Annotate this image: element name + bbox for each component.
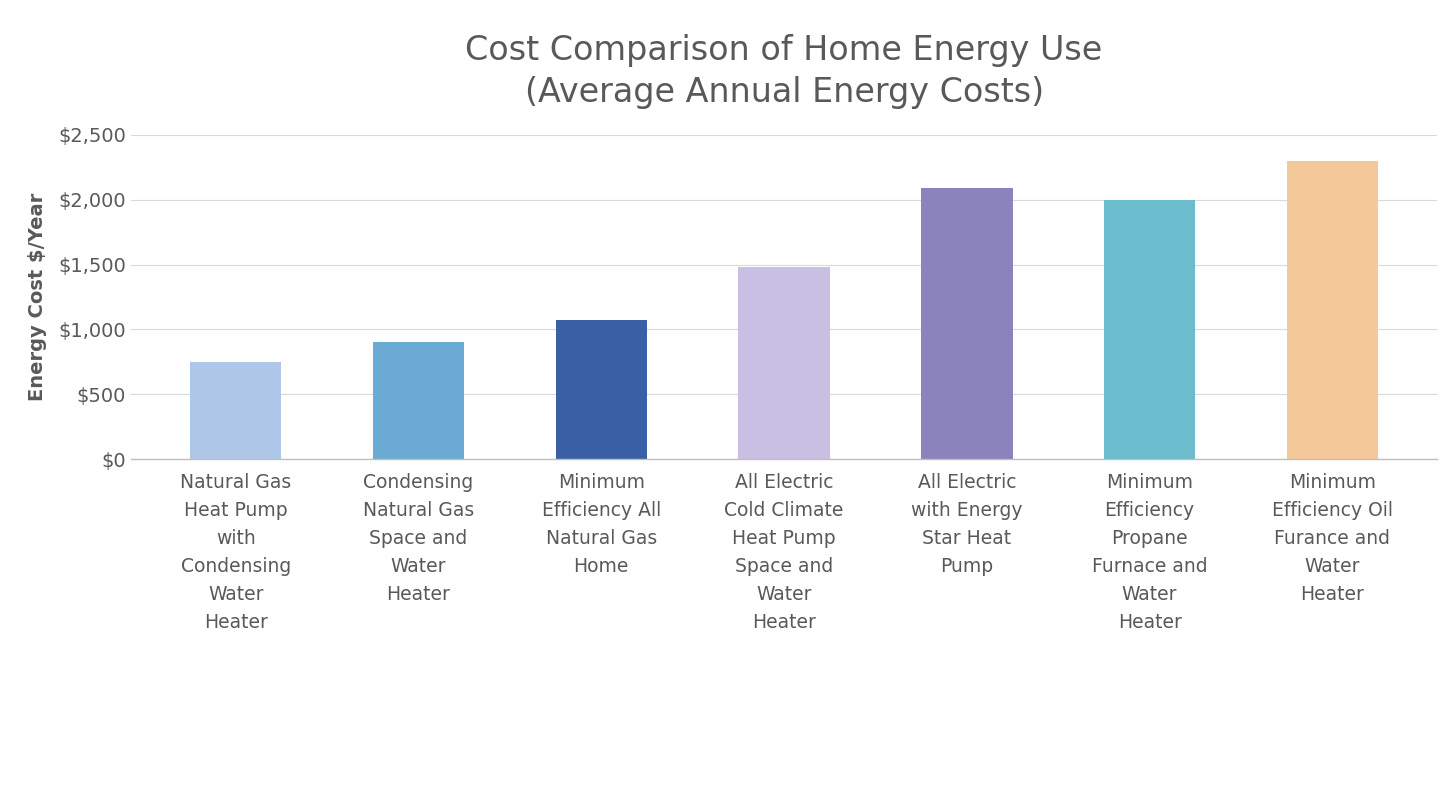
Bar (373, 342, 465, 459)
Bar (1104, 200, 1195, 459)
Bar (1286, 161, 1378, 459)
Y-axis label: Energy Cost $/Year: Energy Cost $/Year (28, 193, 46, 401)
Bar (556, 320, 648, 459)
Bar (739, 267, 829, 459)
Text: (Average Annual Energy Costs): (Average Annual Energy Costs) (524, 76, 1044, 109)
Bar (190, 362, 282, 459)
Text: Cost Comparison of Home Energy Use: Cost Comparison of Home Energy Use (466, 34, 1102, 67)
Bar (921, 188, 1012, 459)
